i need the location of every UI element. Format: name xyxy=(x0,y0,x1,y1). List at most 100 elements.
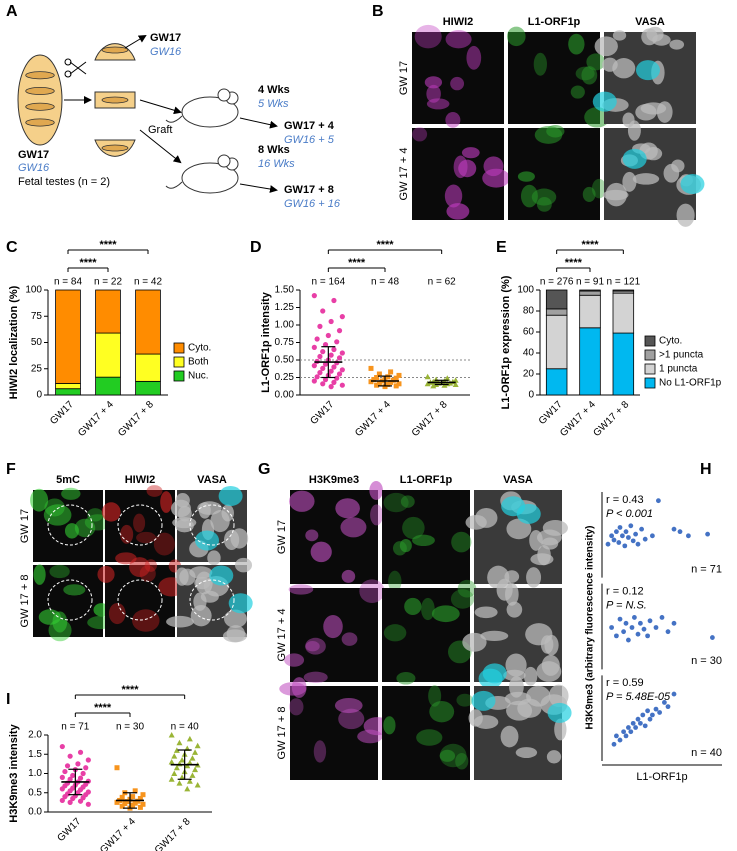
tubule xyxy=(25,71,55,80)
point xyxy=(677,529,683,535)
point xyxy=(339,350,345,356)
bar-segment xyxy=(579,290,601,296)
point xyxy=(311,363,317,369)
point xyxy=(393,383,399,389)
point xyxy=(611,537,617,543)
point xyxy=(647,618,653,624)
cell xyxy=(64,523,79,539)
point xyxy=(59,774,65,780)
label: GW16 + 16 xyxy=(284,198,341,210)
point xyxy=(320,365,326,371)
point xyxy=(77,775,84,781)
bar-segment xyxy=(579,327,601,396)
cell xyxy=(38,609,61,625)
scissor xyxy=(64,58,72,66)
y-tick-label: 80 xyxy=(523,306,535,317)
cell xyxy=(536,661,562,682)
x-tick-label: GW17 xyxy=(309,399,337,427)
column-header: VASA xyxy=(635,16,665,28)
cell xyxy=(523,666,538,686)
x-axis-label: L1-ORF1p xyxy=(636,771,687,783)
y-tick-label: 1.5 xyxy=(28,749,42,760)
point xyxy=(374,375,380,380)
n-label: n = 71 xyxy=(61,722,90,733)
cell xyxy=(429,700,455,723)
cell xyxy=(404,597,422,616)
rule xyxy=(69,61,87,75)
point xyxy=(331,297,337,304)
cell xyxy=(428,685,442,707)
panel-letter: I xyxy=(6,691,10,708)
cell xyxy=(530,553,554,566)
tubule xyxy=(25,118,55,127)
outline xyxy=(117,579,163,621)
point xyxy=(130,802,136,808)
cell xyxy=(160,491,173,513)
cell xyxy=(207,550,221,566)
point xyxy=(192,766,199,773)
n-label: n = 62 xyxy=(428,277,457,288)
significance: **** xyxy=(565,257,583,269)
point xyxy=(320,308,326,314)
bar-segment xyxy=(579,289,601,292)
point xyxy=(623,529,629,535)
cell xyxy=(652,34,671,46)
point xyxy=(710,635,715,640)
n-label: n = 22 xyxy=(94,277,123,288)
cell xyxy=(223,609,247,628)
cell xyxy=(383,716,396,735)
point xyxy=(59,786,65,792)
label: GW17 xyxy=(18,149,49,161)
mouse-tail xyxy=(165,181,183,189)
cell xyxy=(445,30,472,49)
cell xyxy=(482,663,507,684)
cell xyxy=(582,186,596,202)
y-tick-label: 50 xyxy=(31,337,43,348)
cell xyxy=(446,203,470,220)
point xyxy=(85,801,91,807)
point xyxy=(686,533,691,539)
point xyxy=(630,538,636,544)
cell xyxy=(450,76,465,91)
point xyxy=(665,704,671,710)
cell xyxy=(303,671,328,683)
point xyxy=(376,380,382,386)
cell xyxy=(602,57,618,72)
n-label: n = 91 xyxy=(576,277,605,288)
x-tick-label: GW17 + 8 xyxy=(410,399,450,439)
bar-segment xyxy=(612,332,635,396)
cell xyxy=(451,531,472,553)
point xyxy=(184,785,191,792)
bar-segment xyxy=(95,376,121,396)
rule xyxy=(239,183,278,193)
cell xyxy=(426,98,450,110)
point xyxy=(176,739,183,746)
point xyxy=(62,768,68,775)
point xyxy=(119,803,125,809)
point xyxy=(611,741,617,747)
point xyxy=(628,523,634,529)
significance: **** xyxy=(348,257,366,269)
cell xyxy=(622,171,637,192)
x-tick-label: GW17 xyxy=(537,399,565,427)
cell xyxy=(284,653,305,667)
cell xyxy=(546,750,562,764)
significance: **** xyxy=(581,239,599,251)
cell xyxy=(223,529,240,550)
point xyxy=(659,615,665,620)
point xyxy=(657,710,662,715)
panel-letter: G xyxy=(258,461,270,478)
point xyxy=(653,706,659,712)
y-tick-label: 0.25 xyxy=(275,372,295,383)
rule xyxy=(239,117,278,129)
mouse xyxy=(181,96,239,128)
cell xyxy=(544,634,559,656)
point xyxy=(622,543,628,549)
cell xyxy=(228,593,253,614)
bar-segment xyxy=(55,383,81,390)
column-header: L1-ORF1p xyxy=(528,16,581,28)
bar-segment xyxy=(95,332,121,378)
cell xyxy=(592,91,617,112)
cell xyxy=(334,697,363,714)
bar-segment xyxy=(612,289,635,292)
